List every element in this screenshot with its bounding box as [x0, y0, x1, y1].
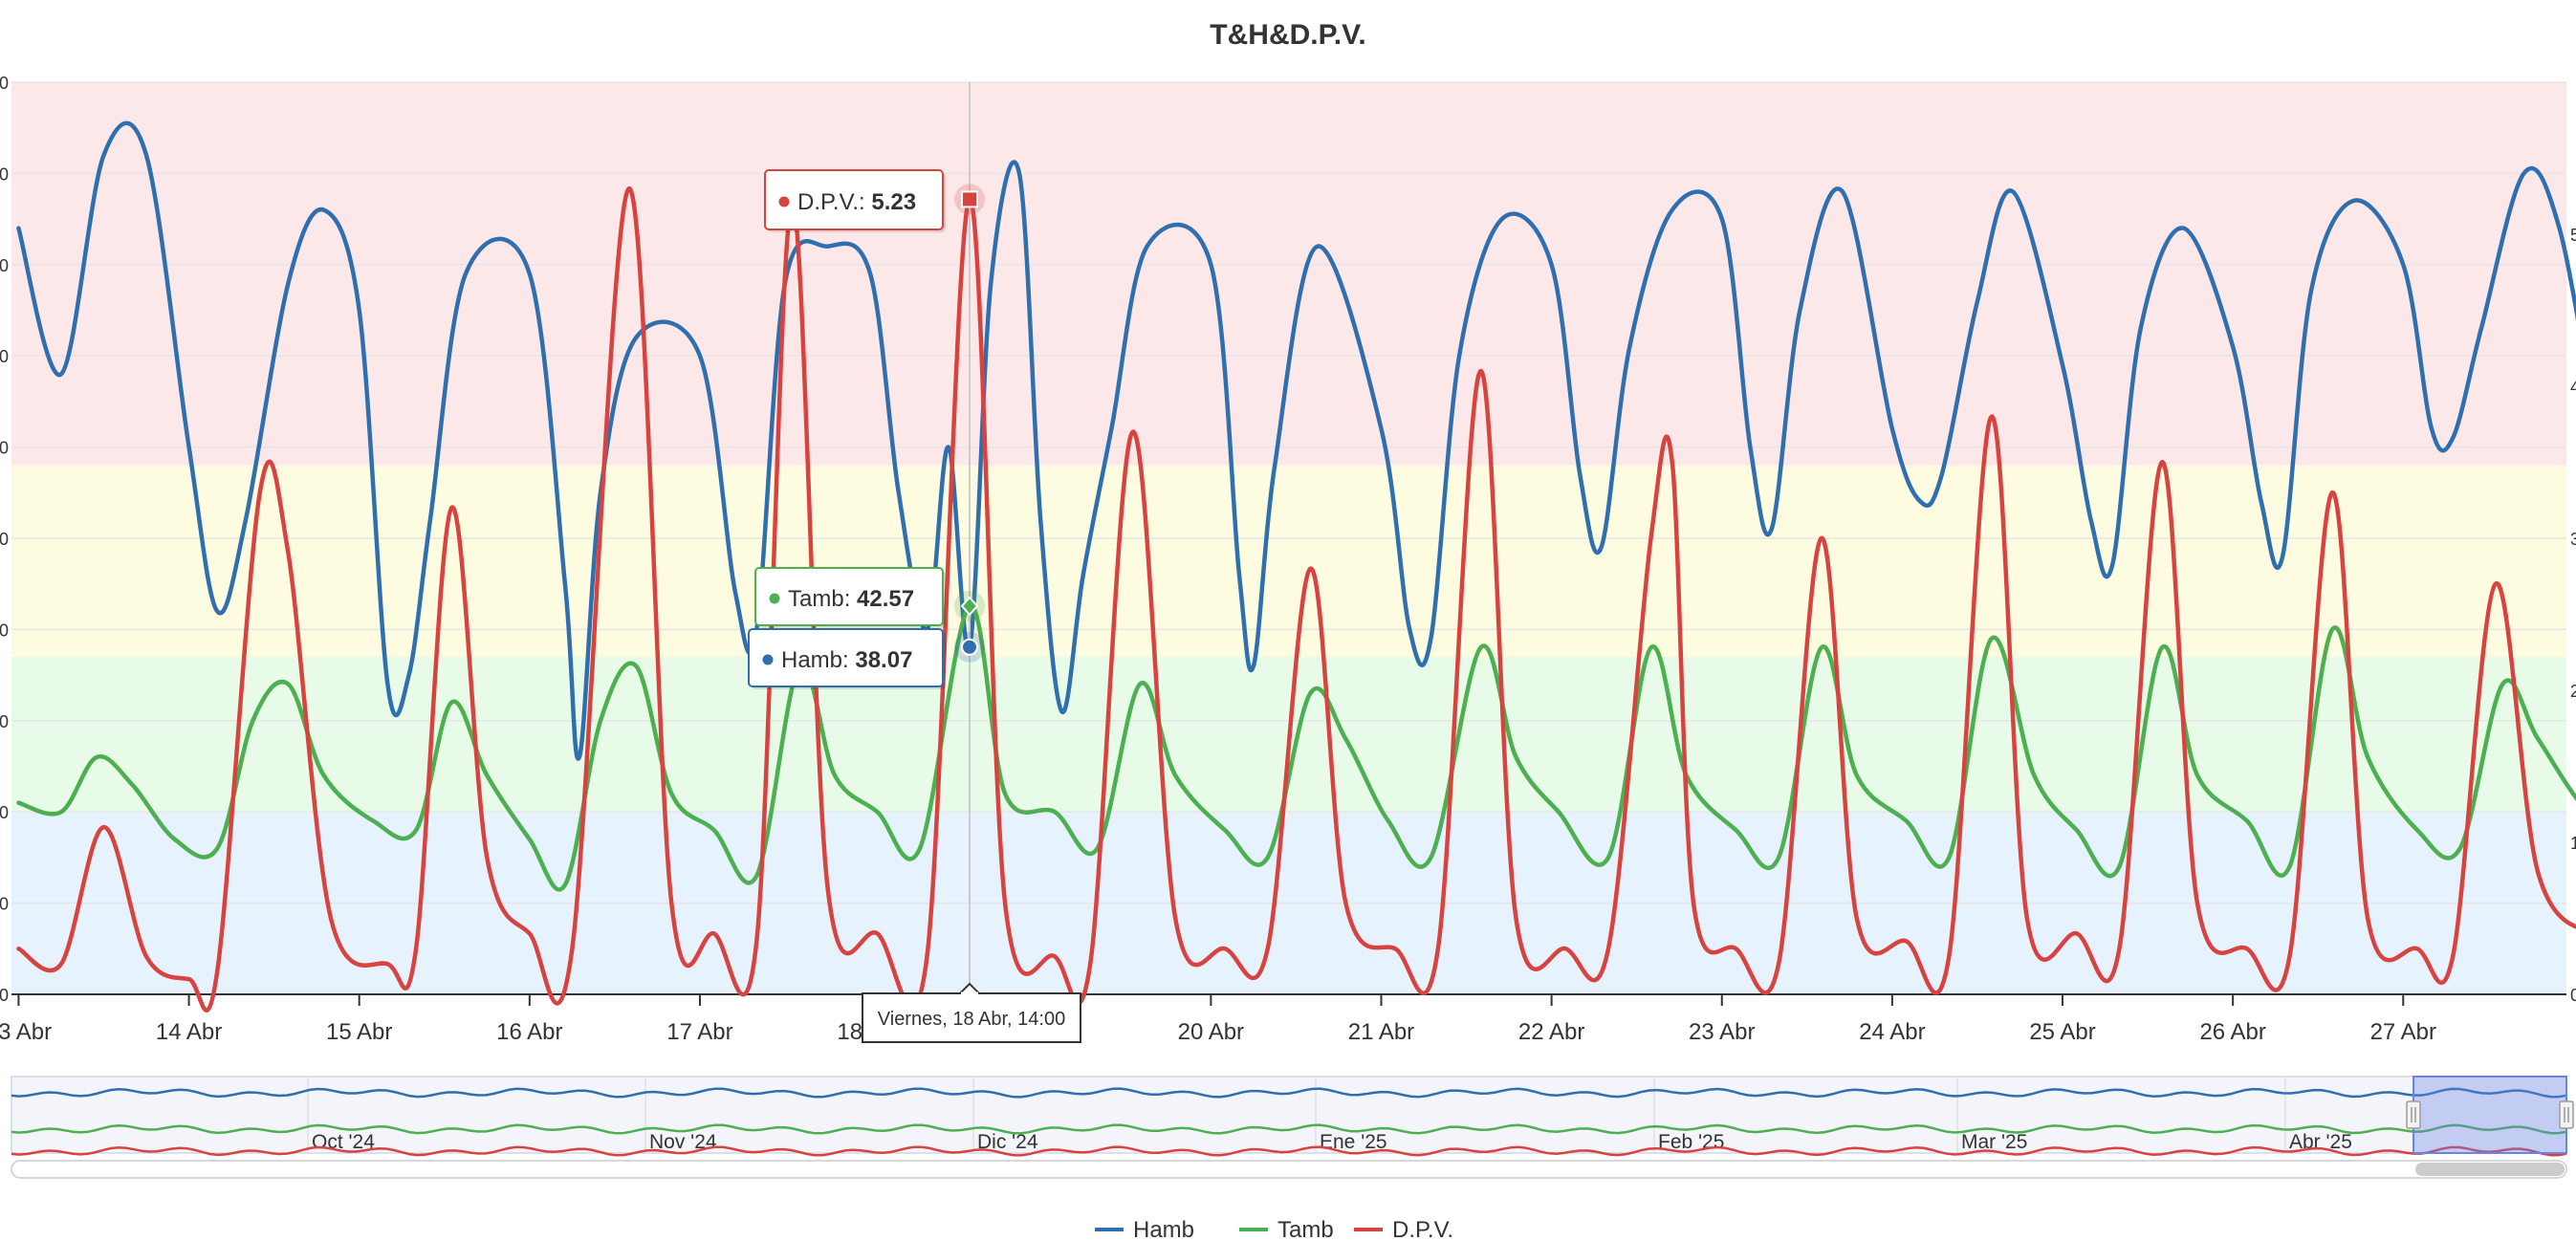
navigator-handle-left[interactable]	[2406, 1100, 2421, 1129]
navigator-series	[11, 1145, 2567, 1157]
right-axis: 0 1 2 3 4 5	[2570, 226, 2576, 1005]
legend-label: Hamb	[1133, 1217, 1194, 1241]
tooltip-text: Hamb: 38.07	[781, 647, 912, 673]
tooltip-dot	[778, 196, 790, 207]
tooltip-box	[748, 628, 944, 687]
right-tick-label: 1	[2570, 834, 2576, 853]
x-label-box	[862, 992, 1081, 1043]
plot-band	[11, 82, 2566, 466]
legend-label: Tamb	[1277, 1217, 1334, 1241]
tooltip-dot	[762, 654, 774, 665]
navigator-tick-label: Mar '25	[1961, 1131, 2027, 1153]
navigator-series	[11, 1123, 2567, 1135]
right-tick-label: 0	[2570, 986, 2576, 1005]
left-tick-label: 40	[0, 620, 9, 640]
hover-marker	[961, 638, 978, 656]
left-tick-label: 10	[0, 895, 9, 914]
navigator-selection	[2412, 1076, 2567, 1154]
tooltip-hamb: Hamb: 38.07	[748, 628, 946, 689]
navigator-tick-label: Ene '25	[1320, 1131, 1387, 1153]
scrollbar-track	[11, 1160, 2567, 1179]
navigator-tick-label: Abr '25	[2289, 1131, 2352, 1153]
x-tick-label: 27 Abr	[2370, 1019, 2436, 1045]
tooltip-text: Tamb: 42.57	[788, 586, 914, 612]
left-tick-label: 100	[0, 74, 9, 93]
x-tick-label: 15 Abr	[326, 1019, 392, 1045]
legend-item-hamb[interactable]: Hamb	[1095, 1217, 1194, 1241]
navigator[interactable]: Oct '24 Nov '24 Dic '24 Ene '25 Feb '25 Mar '…	[11, 1076, 2574, 1179]
right-tick-label: 5	[2570, 226, 2576, 245]
scrollbar-thumb[interactable]	[2415, 1163, 2565, 1176]
series-lines[interactable]	[16, 120, 2576, 1012]
navigator-area	[11, 1076, 2567, 1154]
legend-item-tamb[interactable]: Tamb	[1239, 1217, 1334, 1241]
x-tick-label: 25 Abr	[2029, 1019, 2095, 1045]
tooltip-box	[764, 169, 944, 230]
series-line-hamb[interactable]	[16, 120, 2576, 761]
navigator-handle-right[interactable]	[2559, 1100, 2574, 1129]
hover-indicator	[954, 82, 985, 994]
x-tick-label: 13 Abr	[0, 1019, 52, 1045]
x-tick-label: 23 Abr	[1689, 1019, 1755, 1045]
x-tick-label: 26 Abr	[2199, 1019, 2265, 1045]
left-tick-label: 80	[0, 256, 9, 275]
tooltip: D.P.V.: 5.23 Tamb: 42.57 Hamb: 38.07 Vierne…	[748, 169, 1081, 1043]
x-tick-label: 16 Abr	[496, 1019, 562, 1045]
x-tick-label: 20 Abr	[1178, 1019, 1244, 1045]
tooltip-dpv: D.P.V.: 5.23	[764, 169, 946, 232]
right-tick-label: 3	[2570, 530, 2576, 549]
chart-title: T&H&D.P.V.	[1210, 19, 1365, 51]
right-tick-label: 4	[2570, 378, 2576, 397]
navigator-tick-label: Dic '24	[977, 1131, 1038, 1153]
tooltip-text: D.P.V.: 5.23	[797, 189, 916, 215]
x-tick-label: 24 Abr	[1859, 1019, 1925, 1045]
right-tick-label: 2	[2570, 682, 2576, 701]
left-tick-label: 20	[0, 803, 9, 822]
left-tick-label: 60	[0, 439, 9, 458]
plot-band	[11, 465, 2566, 658]
legend-label: D.P.V.	[1392, 1217, 1453, 1241]
x-crosshair-label: Viernes, 18 Abr, 14:00	[862, 982, 1081, 1043]
hover-marker	[960, 596, 979, 617]
x-tick-label: 21 Abr	[1348, 1019, 1414, 1045]
left-axis: 0 10 20 30 40 50 60 70 80 90 100	[0, 74, 9, 1005]
x-crosshair-text: Viernes, 18 Abr, 14:00	[878, 1009, 1065, 1030]
left-tick-label: 70	[0, 347, 9, 366]
series-line-tamb[interactable]	[16, 603, 2576, 892]
navigator-tick-label: Nov '24	[649, 1131, 717, 1153]
tooltip-dot	[769, 593, 780, 604]
tooltip-box	[754, 567, 944, 626]
x-tick-label: 22 Abr	[1518, 1019, 1584, 1045]
series-line-dpv[interactable]	[16, 186, 2576, 1012]
left-tick-label: 30	[0, 712, 9, 731]
legend[interactable]: Hamb Tamb D.P.V.	[1095, 1217, 1453, 1241]
hover-marker	[961, 190, 978, 208]
x-tick-label: 14 Abr	[156, 1019, 222, 1045]
navigator-series	[11, 1087, 2567, 1099]
left-tick-label: 0	[0, 986, 9, 1005]
tooltip-tamb: Tamb: 42.57	[754, 567, 946, 628]
legend-item-dpv[interactable]: D.P.V.	[1354, 1217, 1453, 1241]
left-tick-label: 90	[0, 164, 9, 184]
left-tick-label: 50	[0, 530, 9, 549]
x-tick-label: 17 Abr	[666, 1019, 732, 1045]
